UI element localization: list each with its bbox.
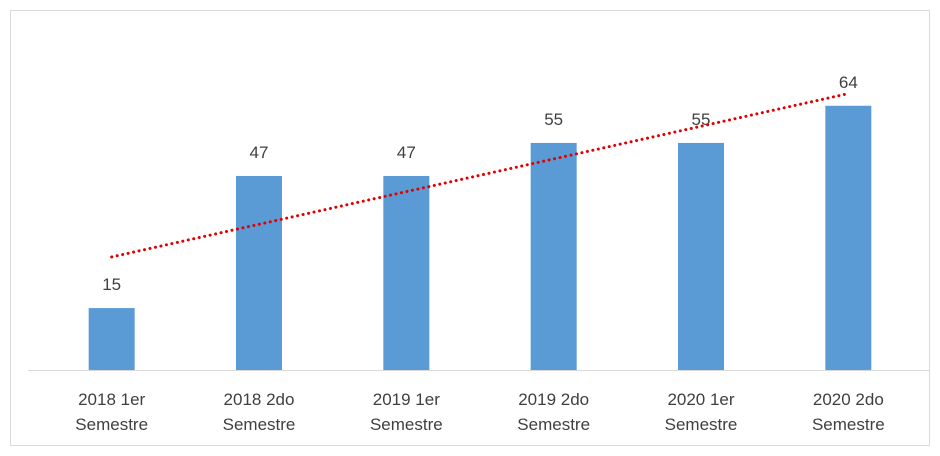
bar	[236, 175, 282, 370]
x-tick-label: 2018 1er Semestre	[75, 390, 149, 434]
data-label: 47	[397, 143, 416, 162]
data-label: 15	[102, 275, 121, 294]
x-tick-label: 2019 1er Semestre	[369, 390, 443, 434]
bar	[825, 105, 872, 371]
bar	[530, 142, 577, 370]
bar	[383, 175, 430, 370]
data-label: 64	[839, 73, 858, 92]
x-tick-label: 2018 2do Semestre	[222, 390, 296, 434]
bar	[678, 142, 724, 370]
data-label: 55	[692, 110, 711, 129]
data-label: 55	[544, 110, 563, 129]
chart-border	[10, 10, 930, 446]
bar	[88, 308, 135, 370]
data-label: 47	[250, 143, 269, 162]
x-tick-label: 2019 2do Semestre	[517, 390, 591, 434]
x-tick-label: 2020 2do Semestre	[811, 390, 885, 434]
x-tick-label: 2020 1er Semestre	[664, 390, 738, 434]
